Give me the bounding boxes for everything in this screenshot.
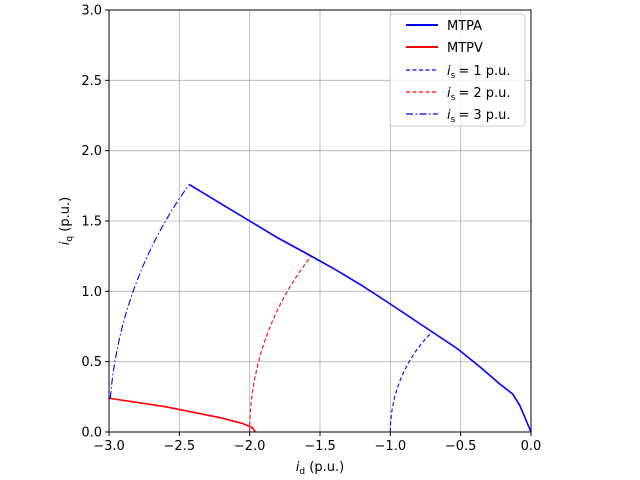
legend-entry-is-3: is = 3 p.u.: [406, 108, 511, 125]
y-tick-label: 2.5: [81, 74, 102, 89]
y-tick-label: 1.0: [81, 285, 102, 300]
series-line-is-2-p-u: [249, 256, 312, 433]
x-tick-label: −1.0: [375, 439, 407, 454]
legend-symbol-is-3: i: [447, 108, 451, 123]
y-tick-label: 0.5: [81, 355, 102, 370]
legend-text-is-3: = 3 p.u.: [458, 108, 510, 123]
legend-subscript-is-2: s: [451, 93, 456, 103]
legend-text-is-1: = 1 p.u.: [458, 64, 510, 79]
legend-label-is-3: is = 3 p.u.: [447, 108, 511, 125]
x-tick-label: −3.0: [93, 439, 125, 454]
series-line-is-1-p-u: [389, 331, 433, 433]
legend-entry-is-2: is = 2 p.u.: [406, 86, 511, 103]
series-line-is-3-p-u: [109, 184, 190, 399]
legend-label-is-1: is = 1 p.u.: [447, 64, 511, 81]
y-tick-label: 0.0: [81, 426, 102, 441]
x-axis-label-symbol: i: [296, 460, 300, 475]
x-tick-label: −1.5: [304, 439, 336, 454]
series-line-mtpv: [108, 397, 256, 433]
legend-subscript-is-3: s: [451, 115, 456, 125]
y-tick-label: 3.0: [81, 4, 102, 19]
y-tick-label: 2.0: [81, 144, 102, 159]
legend-subscript-is-1: s: [451, 71, 456, 81]
y-axis-label-subscript: q: [65, 236, 75, 242]
y-axis-label: iq (p.u.): [58, 197, 75, 245]
x-axis-label-subscript: d: [299, 467, 305, 477]
x-tick-label: 0.0: [521, 439, 542, 454]
legend-label-mtpa: MTPA: [447, 19, 482, 34]
legend-symbol-is-2: i: [447, 86, 451, 101]
x-axis-label: id (p.u.): [296, 460, 344, 477]
axis-ticks: −3.0 −2.5 −2.0 −1.5 −1.0 −0.5 0.0 0.0 0.5 1.0 1.5 2…: [81, 4, 541, 455]
legend-box: [389, 13, 526, 127]
legend-entry-mtpa: MTPA: [406, 19, 482, 34]
legend-entry-mtpv: MTPV: [406, 41, 483, 56]
x-tick-label: −2.5: [164, 439, 196, 454]
legend-symbol-is-1: i: [447, 64, 451, 79]
x-tick-label: −0.5: [445, 439, 477, 454]
y-axis-label-unit: (p.u.): [58, 197, 73, 236]
legend-label-mtpv: MTPV: [447, 41, 483, 56]
series-line-mtpa: [188, 183, 532, 433]
legend-text-is-2: = 2 p.u.: [458, 86, 510, 101]
x-axis-label-unit: (p.u.): [305, 460, 344, 475]
legend-label-is-2: is = 2 p.u.: [447, 86, 511, 103]
y-axis-label-symbol: i: [58, 241, 73, 245]
y-tick-label: 1.5: [81, 215, 102, 230]
legend-entry-is-1: is = 1 p.u.: [406, 64, 511, 81]
series-layer: [108, 183, 532, 433]
x-tick-label: −2.0: [234, 439, 266, 454]
legend: MTPA MTPV is = 1 p.u. is = 2 p.u. is = 3 p.…: [389, 13, 526, 127]
